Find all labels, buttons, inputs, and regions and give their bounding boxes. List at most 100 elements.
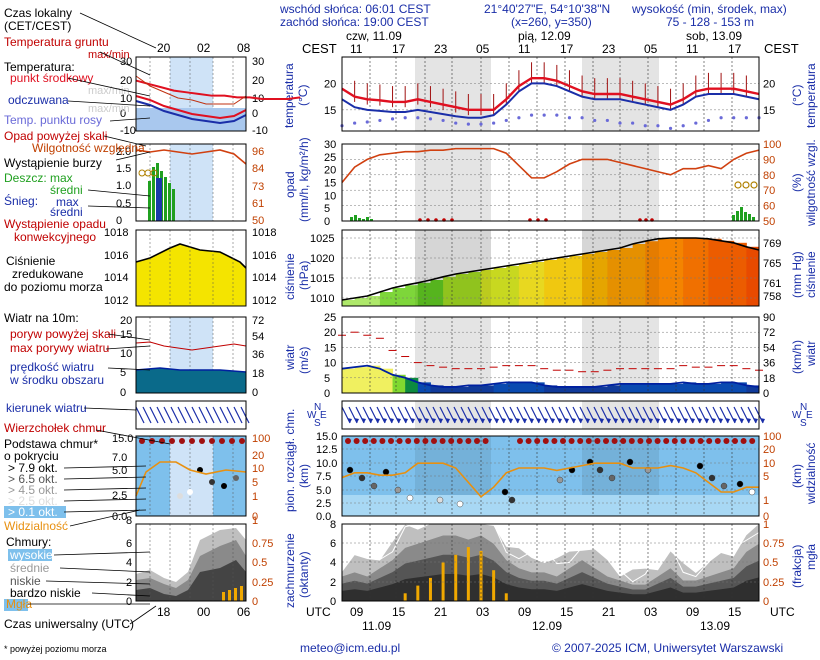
legend-okt-0: > 7.9 okt. — [8, 461, 58, 475]
tz-label-left: CEST — [302, 41, 337, 56]
base-ytick-left-0: 0.0 — [316, 511, 331, 523]
wind-frame — [341, 316, 760, 394]
cloud-base-dot-17 — [696, 462, 704, 470]
cloud-top-dot — [431, 438, 437, 444]
cloud-base-dot-7 — [456, 500, 464, 508]
cloud-top-dot — [740, 438, 747, 444]
wind-arrow-head — [662, 418, 667, 423]
pressure-area-col — [417, 282, 431, 306]
pointer-cld-mid — [59, 567, 151, 573]
wind-area-col — [506, 382, 520, 393]
cloud-base-axis-unit: (km) — [297, 464, 311, 488]
lp-wind-line — [135, 367, 247, 373]
temp-ytick-left-0: 15 — [324, 105, 336, 117]
precip-bar-3 — [362, 219, 365, 221]
cld-ytick-left-0: 0 — [330, 596, 336, 608]
dew-point-dot — [479, 122, 483, 126]
legend-gust-over: poryw powyżej skali — [10, 327, 116, 341]
lp-fog-tick-1: 1 — [252, 515, 258, 527]
fog-ytick-right-0: 0 — [763, 596, 769, 608]
prec-night-0 — [415, 144, 491, 221]
cloud-base-dot-2 — [370, 482, 378, 490]
base-ytick-left-6: 15.0 — [316, 431, 337, 443]
wind-arrow-head — [620, 418, 625, 423]
cloud-top-dot — [474, 438, 480, 444]
wind-arrow-head — [410, 418, 415, 423]
wind-area-col — [531, 382, 545, 393]
precip-bar-4 — [366, 217, 369, 221]
lp-pres-tick-r-3: 1012 — [252, 295, 276, 307]
wind-area-col — [518, 382, 533, 393]
lp-pres-tick-r-2: 1014 — [252, 272, 276, 284]
wind-arrow-head — [508, 418, 513, 423]
lp-wind-arrow — [184, 406, 194, 424]
legend-local-time2: (CET/CEST) — [4, 19, 71, 33]
lp-wind-arrow — [198, 406, 208, 424]
pressure-area-col — [430, 280, 444, 306]
dew-point-dot — [378, 118, 382, 123]
cloud-top-dot — [542, 438, 549, 444]
storm-marker-1 — [742, 181, 750, 189]
dew-point-dot — [593, 118, 597, 123]
cloud-top-dot — [594, 438, 601, 444]
cloud-top-dot — [637, 438, 644, 444]
wind-arrow-head — [361, 418, 366, 423]
fog-bar-5 — [403, 593, 407, 601]
compass-s-left: S — [314, 418, 321, 429]
base-ytick-left-1: 2.5 — [316, 498, 331, 510]
fog-bar-11 — [479, 550, 483, 601]
lp-wind-tick-l-2: 10 — [120, 348, 132, 360]
base-frame — [341, 435, 760, 517]
pres-ytick-left-3: 1025 — [310, 233, 334, 245]
hour-tick-bottom-2: 21 — [434, 605, 448, 619]
legend-fog-bg — [4, 599, 28, 611]
wind-arrow-head — [389, 418, 394, 423]
cloud-base-dot-3 — [382, 468, 390, 476]
vis-axis-label: widzialność — [804, 443, 818, 505]
lp-wind-arrow — [233, 406, 243, 424]
cloud-top-dot — [560, 438, 566, 444]
wind-area-col — [544, 385, 558, 393]
hour-tick-bottom-1: 15 — [392, 605, 406, 619]
prec-ytick-3: 15 — [324, 178, 336, 190]
lp-fog-bar-3 — [240, 586, 243, 601]
legend-high-bg — [8, 549, 52, 561]
lp-cloud-low — [136, 560, 246, 601]
lp-pres-tick-l-1: 1016 — [104, 250, 128, 262]
wdir-night-1 — [582, 401, 659, 429]
wind-arrow-head — [648, 418, 653, 423]
cloud-top-dot — [388, 438, 394, 444]
lp-vis-tick-4: 1 — [252, 491, 258, 503]
lp-hum-tick-1: 84 — [252, 163, 264, 175]
cloud-base-dot-5 — [406, 494, 414, 502]
compass-e-left: E — [320, 410, 327, 421]
wind-arrow-head — [417, 418, 422, 423]
cloud-top-dot — [370, 438, 377, 444]
cloud-base-dot-4 — [394, 486, 402, 494]
wind-arrow-head — [578, 418, 583, 423]
lp-fog-bar-2 — [234, 588, 237, 601]
legend-utc-time: Czas uniwersalny (UTC) — [4, 617, 134, 631]
cloud-base-axis-label: pion. rozciągł. chm. — [283, 409, 297, 512]
wind-arrow-head — [585, 418, 590, 423]
lp-wind-arrow — [142, 406, 152, 424]
wind-arrow-head — [634, 418, 639, 423]
hour-tick-top-4: 11 — [518, 42, 531, 56]
cloud-base-dot-9 — [508, 496, 516, 504]
lp-pres-tick-l-3: 1012 — [104, 295, 128, 307]
fog-bar-13 — [504, 593, 508, 601]
pressure-area-col — [670, 238, 684, 306]
cloud-top-dot — [345, 438, 351, 444]
pressure-area-col — [506, 266, 520, 306]
lp-humidity-line — [135, 149, 247, 165]
cloud-high-line — [341, 523, 760, 583]
wind-ytick-right-2: 36 — [763, 358, 775, 370]
pressure-axis-unit2: (mm Hg) — [790, 251, 804, 298]
lp-rain-bar-5 — [168, 183, 171, 221]
lp-wind-arrow — [226, 406, 236, 424]
lp-base-night — [170, 436, 213, 516]
pressure-area-col — [620, 248, 634, 306]
wind-arrow-head — [347, 418, 352, 423]
legend-footnote: * powyżej poziomu morza — [4, 644, 107, 654]
lp-vis-tick-2: 10 — [252, 463, 264, 475]
